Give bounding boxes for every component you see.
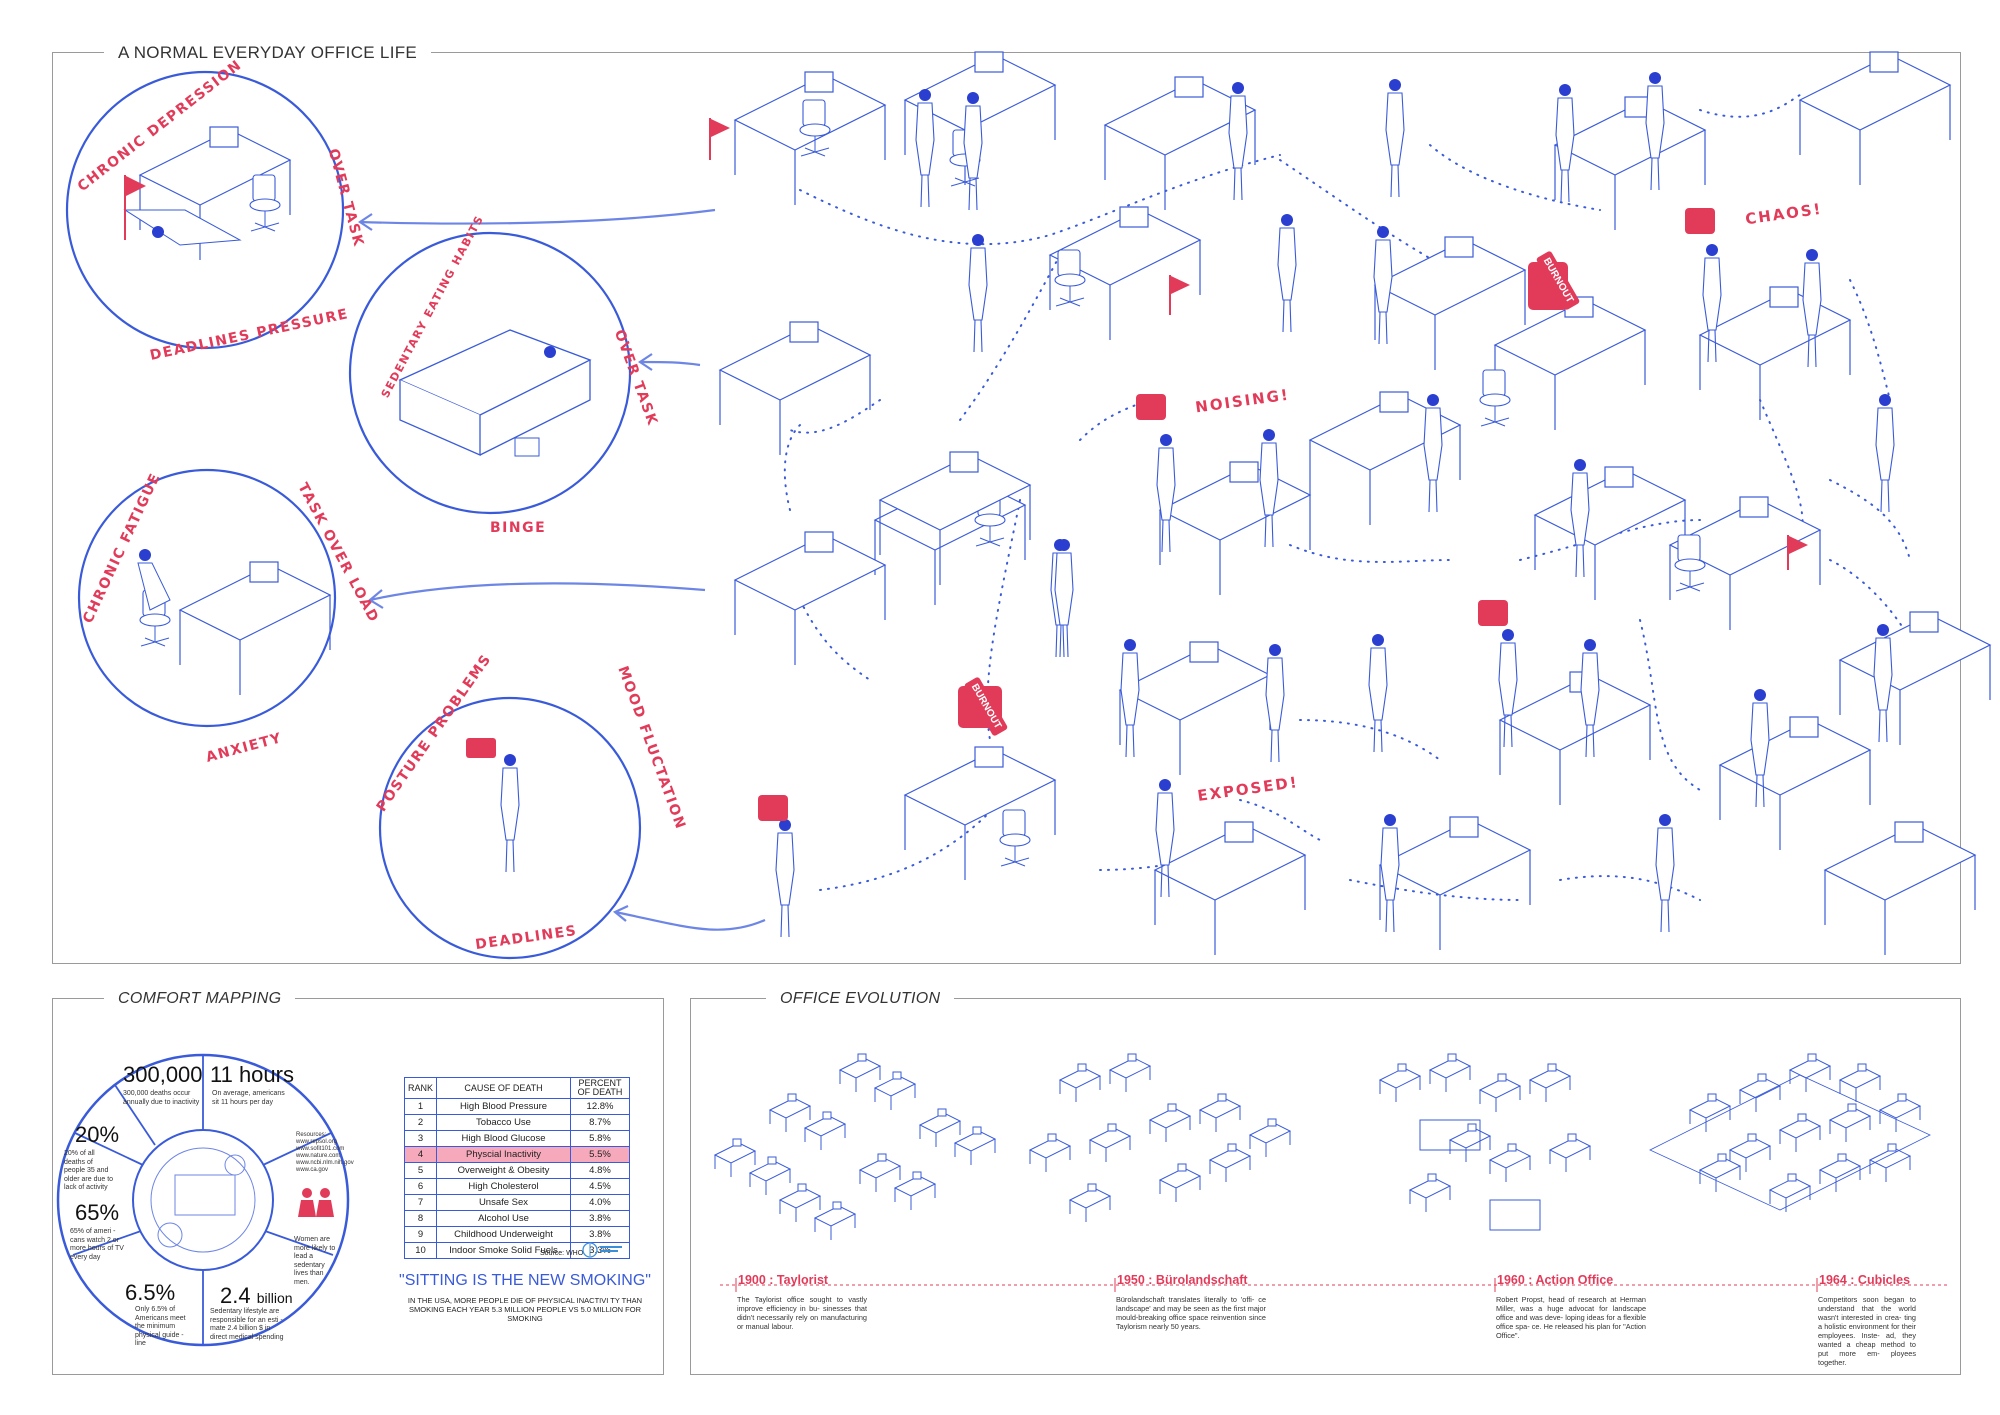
main-title: A NORMAL EVERYDAY OFFICE LIFE: [104, 43, 432, 63]
stat-20: 20%: [75, 1122, 120, 1147]
taylorist-illustration: [714, 1053, 996, 1241]
evolution-panel: [690, 998, 1961, 1375]
vignette-posture: [378, 696, 642, 960]
sitting-quote: "SITTING IS THE NEW SMOKING": [399, 1272, 651, 1289]
table-row: 6 High Cholesterol 4.5%: [403, 1178, 630, 1195]
percent-cell: 8.7%: [570, 1114, 630, 1131]
percent-cell: 5.5%: [570, 1146, 630, 1163]
vignette-binge: [348, 231, 632, 515]
table-row: 4 Physcial Inactivity 5.5%: [403, 1146, 630, 1163]
cause-cell: Alcohol Use: [436, 1210, 571, 1227]
percent-cell: 3.8%: [570, 1210, 630, 1227]
stat-6-5-text: Only 6.5% of Americans meet the minimum …: [135, 1306, 186, 1347]
burolandschaft-illustration: [1029, 1053, 1291, 1223]
era-cubicles-label: 1964 : Cubicles: [1819, 1273, 1911, 1287]
era-action-office-text: Robert Propst, head of research at Herma…: [1496, 1295, 1646, 1340]
stat-20-text: 20% of all deaths of people 35 and older…: [64, 1150, 114, 1191]
main-panel: [52, 52, 1961, 964]
stat-65-text: 65% of ameri - cans watch 2 or more hour…: [70, 1228, 124, 1261]
label-binge: BINGE: [490, 520, 547, 536]
stat-65: 65%: [75, 1200, 120, 1225]
table-row: 7 Unsafe Sex 4.0%: [403, 1194, 630, 1211]
stat-2-4-num: 2.4: [220, 1283, 251, 1308]
resources-text: Resources: www.repsol.org www.sofit101.c…: [296, 1132, 354, 1173]
cause-of-death-table: RANK CAUSE OF DEATH PERCENT OF DEATH 1 Hi…: [403, 1077, 630, 1259]
evolution-title: OFFICE EVOLUTION: [766, 990, 955, 1008]
rank-cell: 4: [403, 1146, 438, 1163]
era-burolandschaft-text: Bürolandschaft translates literally to '…: [1116, 1295, 1266, 1331]
stat-women-text: Women are more likely to lead a sedentar…: [294, 1236, 336, 1286]
cause-cell: Indoor Smoke Solid Fuels: [436, 1242, 571, 1259]
cause-cell: Tobacco Use: [436, 1114, 571, 1131]
rank-cell: 6: [403, 1178, 438, 1195]
cause-cell: Childhood Underweight: [436, 1226, 571, 1243]
table-source: Source: WHO: [540, 1250, 584, 1257]
comfort-wheel: [56, 1053, 350, 1347]
cause-cell: Overweight & Obesity: [436, 1162, 571, 1179]
col-percent: PERCENT OF DEATH: [570, 1077, 630, 1099]
stat-2-4-text: Sedentary lifestyle are responsible for …: [210, 1308, 284, 1341]
era-taylorist-text: The Taylorist office sought to vastly im…: [737, 1295, 867, 1331]
cause-cell: High Blood Pressure: [436, 1098, 571, 1115]
table-row: 9 Childhood Underweight 3.8%: [403, 1226, 630, 1243]
era-action-office-label: 1960 : Action Office: [1497, 1273, 1614, 1287]
era-burolandschaft-label: 1950 : Bürolandschaft: [1117, 1273, 1248, 1287]
action-office-illustration: [1379, 1053, 1591, 1231]
table-row: 8 Alcohol Use 3.8%: [403, 1210, 630, 1227]
percent-cell: 5.8%: [570, 1130, 630, 1147]
rank-cell: 10: [403, 1242, 438, 1259]
percent-cell: 3.8%: [570, 1226, 630, 1243]
rank-cell: 5: [403, 1162, 438, 1179]
rank-cell: 1: [403, 1098, 438, 1115]
rank-cell: 3: [403, 1130, 438, 1147]
vignette-fatigue: [77, 468, 337, 728]
stat-2-4: 2.4 billion: [220, 1283, 293, 1309]
percent-cell: 4.5%: [570, 1178, 630, 1195]
cause-cell: High Cholesterol: [436, 1178, 571, 1195]
col-rank: RANK: [403, 1077, 438, 1099]
flow-arrows: [358, 208, 766, 931]
vignette-depression: [65, 70, 345, 350]
cause-cell: High Blood Glucose: [436, 1130, 571, 1147]
cause-cell: Physcial Inactivity: [436, 1146, 571, 1163]
percent-cell: 12.8%: [570, 1098, 630, 1115]
women-icons: [298, 1188, 334, 1217]
cause-cell: Unsafe Sex: [436, 1194, 571, 1211]
table-row: 3 High Blood Glucose 5.8%: [403, 1130, 630, 1147]
table-row: 2 Tobacco Use 8.7%: [403, 1114, 630, 1131]
rank-cell: 8: [403, 1210, 438, 1227]
sitting-quote-sub: IN THE USA, MORE PEOPLE DIE OF PHYSICAL …: [407, 1296, 643, 1323]
stat-6-5: 6.5%: [125, 1280, 176, 1305]
rank-cell: 9: [403, 1226, 438, 1243]
comfort-title: COMFORT MAPPING: [104, 990, 296, 1008]
stat-2-4-unit: billion: [256, 1290, 293, 1306]
percent-cell: 4.8%: [570, 1162, 630, 1179]
stat-300000: 300,000: [123, 1062, 203, 1087]
office-scenes: [719, 51, 1991, 956]
rank-cell: 7: [403, 1194, 438, 1211]
main-illustration: [65, 51, 1991, 960]
col-cause: CAUSE OF DEATH: [436, 1077, 571, 1099]
who-logo-icon: [582, 1242, 622, 1258]
table-row: 5 Overweight & Obesity 4.8%: [403, 1162, 630, 1179]
comfort-panel: [52, 998, 664, 1375]
table-row: 1 High Blood Pressure 12.8%: [403, 1098, 630, 1115]
cubicles-illustration: [1649, 1053, 1931, 1213]
percent-cell: 4.0%: [570, 1194, 630, 1211]
red-flags: [709, 118, 1808, 570]
stat-11-hours: 11 hours: [210, 1062, 294, 1087]
era-taylorist-label: 1900 : Taylorist: [738, 1273, 829, 1287]
era-cubicles-text: Competitors soon began to understand tha…: [1818, 1295, 1916, 1367]
evolution-illustrations: [714, 1053, 1931, 1241]
timeline: [720, 1278, 1950, 1292]
rank-cell: 2: [403, 1114, 438, 1131]
stat-300000-text: 300,000 deaths occur annually due to ina…: [123, 1090, 200, 1106]
stat-11-hours-text: On average, americans sit 11 hours per d…: [212, 1090, 285, 1106]
